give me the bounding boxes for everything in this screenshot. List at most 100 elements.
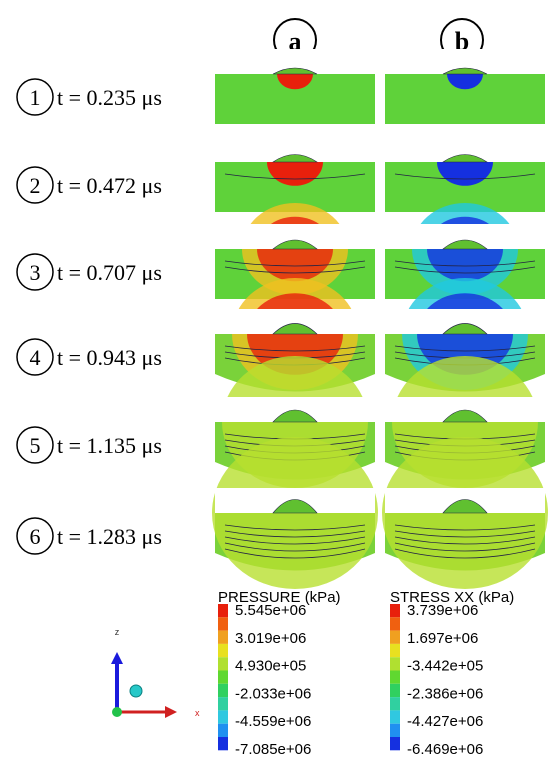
crack-line (394, 536, 536, 545)
legend-label: 3.739e+06 (407, 602, 478, 619)
column-label: b (455, 27, 469, 56)
crack-line (394, 524, 536, 531)
row-time: t = 1.135 μs (57, 433, 162, 458)
crack-line (224, 548, 366, 559)
simulation-frame (385, 49, 545, 124)
legend-swatch (390, 723, 400, 737)
legend-label: -6.469e+06 (407, 741, 483, 758)
x-label: x (195, 708, 200, 718)
crack-line (224, 260, 366, 267)
row-badge (16, 426, 54, 464)
legend-swatch (218, 670, 228, 684)
x-arrow (165, 706, 177, 718)
view-sphere (129, 684, 143, 698)
row-number: 4 (30, 345, 41, 370)
legend-swatch (218, 737, 228, 751)
ejecta (442, 499, 488, 514)
legend-swatch (218, 697, 228, 711)
row-number: 6 (30, 524, 41, 549)
crack-line (394, 530, 536, 538)
legend-swatch (218, 723, 228, 737)
simulation-frame (212, 437, 378, 589)
row-badge (16, 78, 54, 116)
ejecta (272, 499, 318, 514)
column-label: a (289, 27, 302, 56)
crack-line (394, 266, 536, 274)
legend-swatch (218, 617, 228, 631)
legend-swatch (390, 710, 400, 724)
legend-label: -2.033e+06 (235, 685, 311, 702)
legend-swatch (218, 710, 228, 724)
simulation-frame (215, 203, 375, 299)
row-badge (16, 166, 54, 204)
simulation-frame (385, 137, 545, 212)
legend-label: -3.442e+05 (407, 658, 483, 675)
ejecta (442, 409, 488, 423)
z-label: z (115, 627, 120, 637)
ejecta (272, 154, 318, 163)
legend-label: -2.386e+06 (407, 685, 483, 702)
row-number: 1 (30, 85, 41, 110)
simulation-frame (215, 137, 375, 212)
legend-label: 1.697e+06 (407, 630, 478, 647)
legend-title: PRESSURE (kPa) (218, 589, 341, 606)
axis-triad: z x (111, 627, 200, 718)
crack-line (224, 542, 366, 552)
crack-line (224, 536, 366, 545)
ejecta (442, 67, 488, 75)
crack-line (394, 260, 536, 267)
crack-line (224, 266, 366, 274)
crack-line (224, 530, 366, 538)
legend-swatch (218, 683, 228, 698)
legend-swatch (218, 604, 228, 618)
crack-line (224, 345, 366, 352)
ejecta (272, 67, 318, 75)
row-badge (16, 338, 54, 376)
simulation-frame (215, 49, 375, 124)
legend-swatch (390, 643, 400, 658)
legend-title: STRESS XX (kPa) (390, 589, 514, 606)
crack-line (394, 345, 536, 352)
legend-swatch (390, 657, 400, 671)
crack-line (224, 173, 366, 180)
ejecta (272, 239, 318, 250)
legend-swatch (390, 697, 400, 711)
crack-line (224, 524, 366, 531)
legend-label: -4.427e+06 (407, 713, 483, 730)
legend-swatch (390, 604, 400, 618)
row-time: t = 0.943 μs (57, 345, 162, 370)
crack-line (394, 548, 536, 559)
ejecta (272, 409, 318, 423)
legend-swatch (390, 683, 400, 698)
crack-line (394, 542, 536, 552)
row-time: t = 1.283 μs (57, 524, 162, 549)
legend-swatch (218, 657, 228, 671)
row-time: t = 0.235 μs (57, 85, 162, 110)
ejecta (442, 323, 488, 335)
origin (112, 707, 122, 717)
ejecta (272, 323, 318, 335)
row-number: 5 (30, 433, 41, 458)
legend-label: 4.930e+05 (235, 658, 306, 675)
simulation-frame (382, 437, 548, 589)
crack-line (394, 173, 536, 180)
legend-swatch (390, 737, 400, 751)
row-badge (16, 253, 54, 291)
legend-swatch (390, 630, 400, 644)
row-time: t = 0.472 μs (57, 173, 162, 198)
legend-label: 3.019e+06 (235, 630, 306, 647)
legend-label: -7.085e+06 (235, 741, 311, 758)
row-time: t = 0.707 μs (57, 260, 162, 285)
row-number: 2 (30, 173, 41, 198)
simulation-frame (385, 278, 545, 392)
z-arrow (111, 652, 123, 664)
row-badge (16, 517, 54, 555)
legend-swatch (218, 630, 228, 644)
legend-swatch (218, 643, 228, 658)
legend-label: 5.545e+06 (235, 602, 306, 619)
row-number: 3 (30, 260, 41, 285)
legend-swatch (390, 670, 400, 684)
ejecta (442, 239, 488, 250)
ejecta (442, 154, 488, 163)
